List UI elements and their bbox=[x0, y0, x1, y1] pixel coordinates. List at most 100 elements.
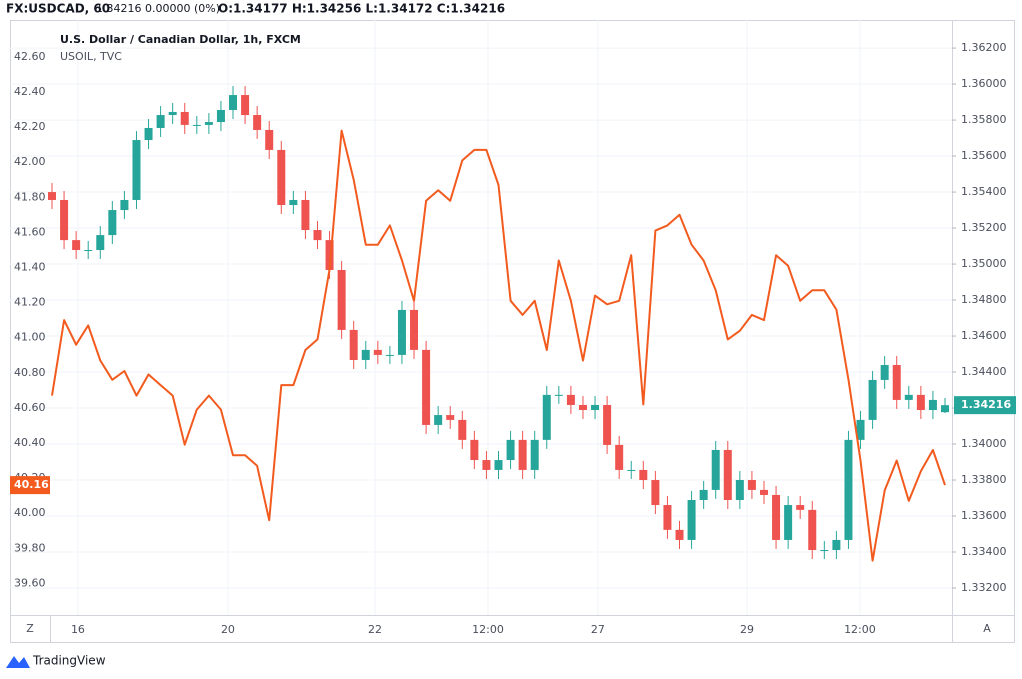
candle-body bbox=[603, 404, 612, 445]
price-label: 40.16 bbox=[14, 478, 49, 491]
price-label-box bbox=[954, 396, 1016, 415]
candle-body bbox=[916, 394, 925, 411]
candle-body bbox=[108, 210, 117, 236]
y-tick-label: 42.40 bbox=[14, 85, 46, 98]
candle-body bbox=[796, 505, 805, 510]
candle-body bbox=[627, 469, 636, 471]
candle-body bbox=[856, 419, 865, 440]
legend: U.S. Dollar / Canadian Dollar, 1h, FXCM … bbox=[60, 33, 301, 63]
brand-name: TradingView bbox=[32, 654, 106, 668]
y2-tick-label: 1.34800 bbox=[961, 293, 1007, 306]
y-tick-label: 41.80 bbox=[14, 190, 46, 203]
y-tick-label: 41.20 bbox=[14, 296, 46, 309]
candle-body bbox=[277, 149, 286, 206]
candle-body bbox=[132, 140, 141, 200]
y2-tick-label: 1.34400 bbox=[961, 365, 1007, 378]
y2-tick-label: 1.34600 bbox=[961, 329, 1007, 342]
y-tick-label: 40.80 bbox=[14, 366, 46, 379]
candle-body bbox=[325, 240, 334, 270]
candle-body bbox=[48, 192, 56, 200]
candle-body bbox=[820, 550, 829, 552]
candle-body bbox=[928, 399, 937, 411]
candle-body bbox=[385, 354, 394, 356]
candle-body bbox=[892, 365, 901, 400]
candle-body bbox=[832, 539, 841, 551]
change: 1.34216 0.00000 (0%) bbox=[96, 2, 220, 15]
candle-body bbox=[410, 309, 419, 350]
candle-body bbox=[663, 505, 672, 530]
candle-body bbox=[361, 349, 370, 360]
candle-body bbox=[301, 199, 310, 231]
candle-body bbox=[808, 509, 817, 551]
candle-body bbox=[482, 460, 491, 470]
candle-body bbox=[313, 230, 322, 241]
candle-body bbox=[651, 480, 660, 506]
y2-tick-label: 1.36000 bbox=[961, 77, 1007, 90]
candle-body bbox=[675, 529, 684, 540]
candle-body bbox=[615, 444, 624, 470]
candle-body bbox=[506, 439, 515, 461]
candle-body bbox=[84, 250, 93, 252]
y2-tick-label: 1.33200 bbox=[961, 581, 1007, 594]
candle-body bbox=[216, 109, 225, 123]
candle-body bbox=[434, 415, 443, 425]
ohlc: O:1.34177 H:1.34256 L:1.34172 C:1.34216 bbox=[218, 2, 505, 16]
candle-body bbox=[349, 329, 358, 360]
candle-body bbox=[844, 439, 853, 540]
candle-body bbox=[518, 439, 527, 470]
y-tick-label: 41.00 bbox=[14, 331, 46, 344]
candle-body bbox=[265, 129, 274, 150]
z-button[interactable]: Z bbox=[26, 622, 34, 635]
plot bbox=[48, 86, 949, 562]
y2-tick-label: 1.33800 bbox=[961, 473, 1007, 486]
x-tick-label: 22 bbox=[368, 623, 382, 636]
y-tick-label: 39.60 bbox=[14, 576, 46, 589]
candle-body bbox=[904, 394, 913, 400]
x-tick-label: 12:00 bbox=[844, 623, 876, 636]
candle-body bbox=[868, 379, 877, 420]
price-label-box bbox=[10, 476, 50, 495]
x-tick-label: 16 bbox=[71, 623, 85, 636]
x-tick-label: 29 bbox=[740, 623, 754, 636]
frame bbox=[10, 20, 1015, 643]
candle-body bbox=[72, 240, 81, 251]
candle-body bbox=[591, 404, 600, 411]
a-button[interactable]: A bbox=[983, 622, 991, 635]
oil-line bbox=[51, 129, 946, 562]
candle-body bbox=[144, 127, 153, 141]
candle-body bbox=[337, 269, 346, 330]
y2-tick-label: 1.35400 bbox=[961, 185, 1007, 198]
candle-body bbox=[229, 95, 238, 110]
candle-body bbox=[542, 394, 551, 440]
candle-body bbox=[289, 199, 298, 206]
candle-body bbox=[180, 111, 189, 125]
y2-tick-label: 1.35200 bbox=[961, 221, 1007, 234]
candle-body bbox=[530, 439, 539, 470]
candle-body bbox=[566, 394, 575, 405]
candle-body bbox=[723, 449, 732, 500]
x-tick-label: 20 bbox=[221, 623, 235, 636]
candle-body bbox=[397, 309, 406, 355]
candle-body bbox=[60, 199, 69, 241]
axes: 16 20 22 12:00 27 29 12:00 1.33200 1.33400 1.3360… bbox=[10, 41, 1016, 636]
candle-body bbox=[687, 499, 696, 540]
candle-body bbox=[422, 349, 431, 425]
candle-body bbox=[253, 115, 262, 130]
brand: TradingView bbox=[6, 654, 106, 668]
price-label: 1.34216 bbox=[961, 398, 1011, 411]
y2-tick-label: 1.34000 bbox=[961, 437, 1007, 450]
candle-body bbox=[747, 480, 756, 490]
candle-body bbox=[458, 419, 467, 440]
y2-tick-label: 1.33400 bbox=[961, 545, 1007, 558]
candle-body bbox=[96, 235, 105, 251]
y2-tick-label: 1.35800 bbox=[961, 113, 1007, 126]
y2-tick-label: 1.33600 bbox=[961, 509, 1007, 522]
candle-body bbox=[880, 365, 889, 380]
candle-body bbox=[373, 349, 382, 355]
brand-logo bbox=[6, 656, 30, 668]
y2-tick-label: 1.36200 bbox=[961, 41, 1007, 54]
candle-body bbox=[554, 394, 563, 396]
y-tick-label: 42.60 bbox=[14, 50, 46, 63]
